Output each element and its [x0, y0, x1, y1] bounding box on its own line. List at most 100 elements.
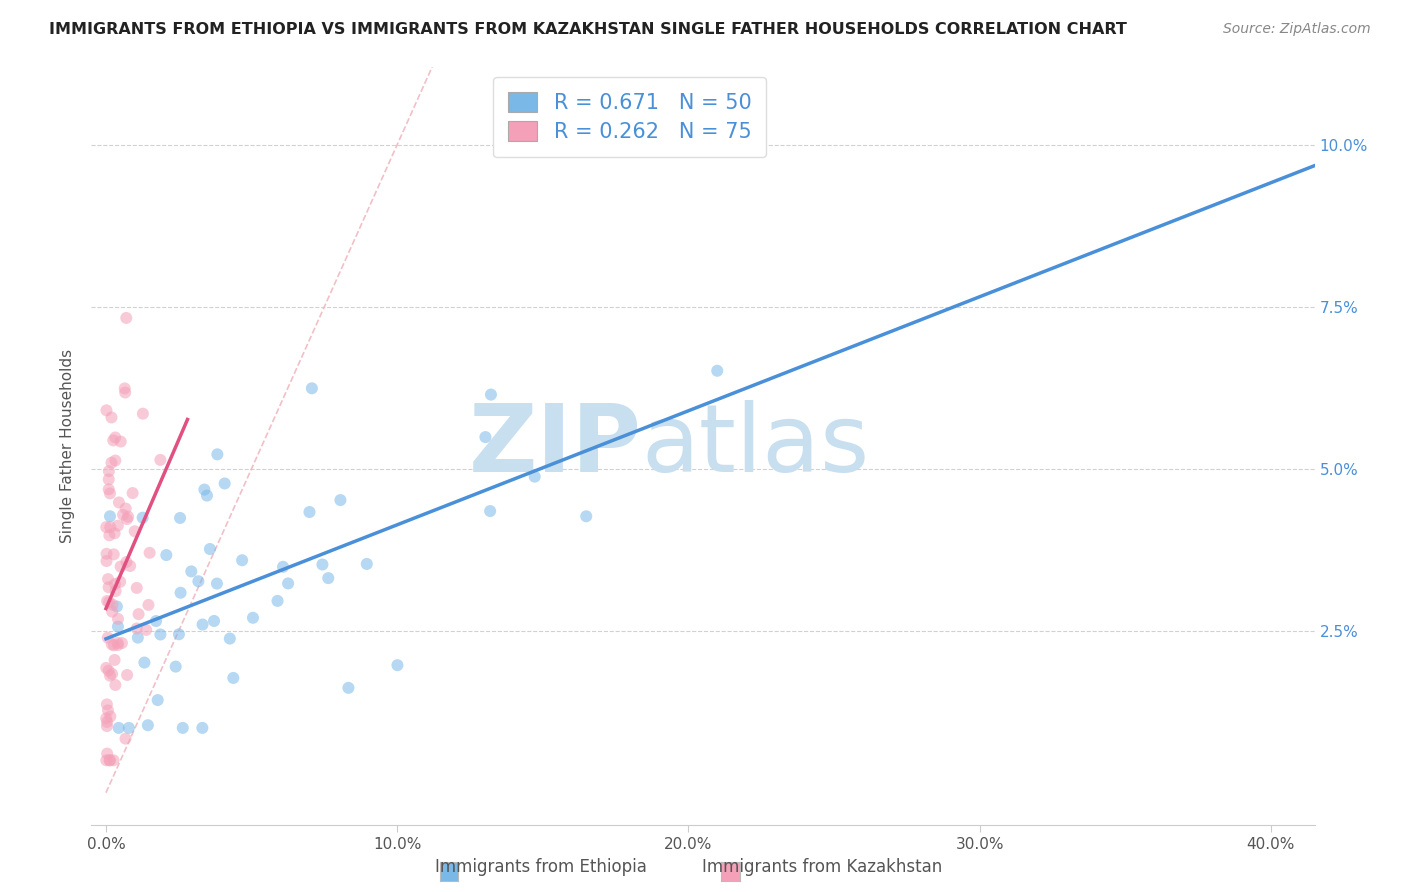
Point	[104, 430, 127, 444]
Point	[298, 505, 321, 519]
Point	[114, 501, 136, 516]
Point	[120, 559, 142, 574]
Point	[98, 753, 121, 767]
Point	[193, 483, 215, 497]
Point	[114, 731, 136, 746]
Point	[96, 714, 118, 729]
Point	[167, 627, 190, 641]
Y-axis label: Single Father Households: Single Father Households	[60, 349, 76, 543]
Point	[128, 607, 150, 621]
Point	[114, 381, 136, 395]
Point	[97, 472, 120, 486]
Text: IMMIGRANTS FROM ETHIOPIA VS IMMIGRANTS FROM KAZAKHSTAN SINGLE FATHER HOUSEHOLDS : IMMIGRANTS FROM ETHIOPIA VS IMMIGRANTS F…	[49, 22, 1128, 37]
Point	[134, 656, 156, 670]
Point	[165, 659, 187, 673]
Point	[97, 483, 120, 497]
Point	[115, 310, 138, 325]
Legend: R = 0.671   N = 50, R = 0.262   N = 75: R = 0.671 N = 50, R = 0.262 N = 75	[494, 78, 766, 157]
Point	[104, 584, 127, 599]
Point	[101, 637, 124, 651]
Point	[97, 631, 120, 645]
Point	[222, 671, 245, 685]
Point	[98, 668, 121, 682]
Point	[523, 469, 546, 483]
Point	[135, 623, 157, 637]
Point	[104, 653, 127, 667]
Point	[180, 565, 202, 579]
Point	[104, 453, 127, 467]
Point	[121, 486, 143, 500]
Point	[96, 747, 118, 761]
Point	[111, 636, 134, 650]
Point	[100, 456, 122, 470]
Point	[146, 693, 169, 707]
Point	[214, 476, 236, 491]
Point	[114, 385, 136, 400]
Point	[127, 631, 149, 645]
Point	[115, 512, 138, 526]
Point	[195, 489, 218, 503]
Text: Source: ZipAtlas.com: Source: ZipAtlas.com	[1223, 22, 1371, 37]
Point	[110, 434, 132, 449]
Point	[98, 709, 121, 723]
Point	[107, 612, 129, 626]
Point	[98, 753, 121, 767]
Point	[105, 599, 128, 614]
Text: ZIP: ZIP	[470, 400, 643, 492]
Point	[97, 572, 120, 586]
Point	[97, 464, 120, 478]
Point	[118, 721, 141, 735]
Point	[169, 511, 191, 525]
Point	[96, 594, 118, 608]
Point	[311, 558, 333, 572]
Point	[101, 605, 124, 619]
Point	[104, 678, 127, 692]
Point	[107, 636, 129, 650]
Point	[205, 576, 228, 591]
Point	[124, 524, 146, 539]
Point	[138, 598, 160, 612]
Point	[107, 721, 129, 735]
Point	[316, 571, 339, 585]
Point	[108, 574, 131, 589]
Point	[96, 554, 118, 568]
Point	[172, 721, 194, 735]
Point	[100, 410, 122, 425]
Point	[103, 638, 125, 652]
Point	[277, 576, 299, 591]
Point	[97, 580, 120, 594]
Point	[301, 381, 323, 395]
Text: atlas: atlas	[643, 400, 870, 492]
Point	[98, 509, 121, 524]
Point	[149, 627, 172, 641]
Point	[218, 632, 240, 646]
Point	[706, 364, 728, 378]
Point	[131, 510, 153, 524]
Point	[125, 581, 148, 595]
Point	[96, 753, 118, 767]
Point	[96, 403, 118, 417]
Point	[149, 453, 172, 467]
Point	[97, 664, 120, 678]
Point	[575, 509, 598, 524]
Point	[356, 557, 378, 571]
Point	[107, 518, 129, 533]
Point	[97, 703, 120, 717]
Point	[110, 559, 132, 574]
Point	[242, 611, 264, 625]
Point	[132, 407, 155, 421]
Point	[96, 698, 118, 712]
Point	[136, 718, 159, 732]
Point	[169, 586, 191, 600]
Point	[104, 526, 127, 541]
Point	[479, 387, 502, 401]
Point	[337, 681, 360, 695]
Point	[117, 509, 139, 524]
Point	[329, 493, 352, 508]
Point	[155, 548, 177, 562]
Point	[271, 559, 294, 574]
Point	[96, 661, 118, 675]
Point	[103, 434, 125, 448]
Point	[108, 495, 131, 509]
Point	[96, 711, 118, 725]
